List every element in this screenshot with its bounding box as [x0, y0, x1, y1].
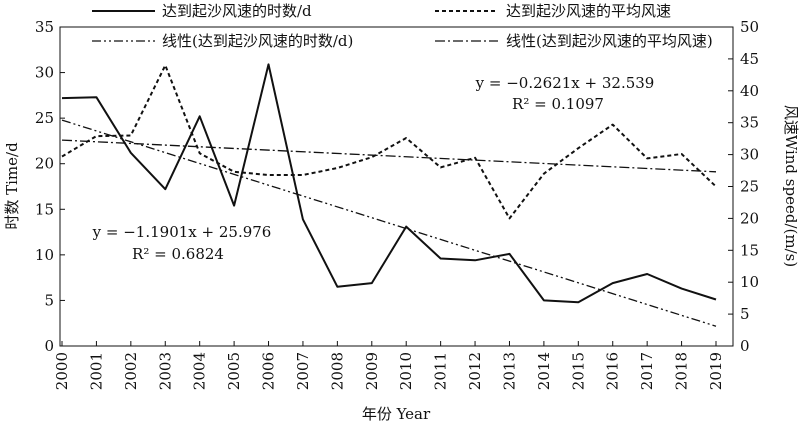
- hours-trend-equation: y = −1.1901x + 25.976: [92, 223, 272, 241]
- right-tick-label: 50: [740, 18, 759, 36]
- left-tick-label: 20: [35, 155, 54, 173]
- right-tick-label: 0: [740, 337, 750, 355]
- left-tick-label: 35: [35, 18, 54, 36]
- x-tick-label: 2017: [638, 352, 656, 390]
- x-tick-label: 2000: [53, 352, 71, 390]
- left-tick-label: 25: [35, 109, 54, 127]
- right-tick-label: 35: [740, 114, 759, 132]
- left-tick-label: 15: [35, 200, 54, 218]
- legend-label-hours-trend: 线性(达到起沙风速的时数/d): [162, 32, 353, 50]
- left-tick-label: 30: [35, 64, 54, 82]
- x-tick-label: 2015: [569, 352, 587, 390]
- right-tick-label: 15: [740, 241, 759, 259]
- left-axis-title: 时数 Time/d: [3, 142, 21, 230]
- x-tick-label: 2001: [87, 352, 105, 390]
- right-tick-label: 40: [740, 82, 759, 100]
- x-tick-label: 2016: [604, 352, 622, 390]
- right-axis-title: 风速Wind speed/(m/s): [782, 105, 800, 267]
- right-tick-label: 20: [740, 209, 759, 227]
- x-tick-label: 2019: [707, 352, 725, 390]
- right-tick-label: 10: [740, 273, 759, 291]
- x-tick-label: 2002: [122, 352, 140, 390]
- x-tick-label: 2008: [328, 352, 346, 390]
- speed-trend-r2: R² = 0.1097: [512, 95, 604, 113]
- left-tick-label: 5: [44, 291, 54, 309]
- x-tick-label: 2011: [432, 352, 450, 390]
- right-tick-label: 30: [740, 146, 759, 164]
- legend: 达到起沙风速的时数/d 达到起沙风速的平均风速 线性(达到起沙风速的时数/d) …: [92, 2, 713, 50]
- right-tick-label: 5: [740, 305, 750, 323]
- x-tick-label: 2004: [191, 352, 209, 390]
- x-tick-label: 2006: [260, 352, 278, 390]
- x-tick-label: 2009: [363, 352, 381, 390]
- chart: 达到起沙风速的时数/d 达到起沙风速的平均风速 线性(达到起沙风速的时数/d) …: [0, 0, 800, 427]
- x-tick-label: 2003: [156, 352, 174, 390]
- legend-label-speed: 达到起沙风速的平均风速: [506, 2, 671, 20]
- speed-trend-line: [62, 140, 716, 172]
- legend-label-hours: 达到起沙风速的时数/d: [162, 2, 312, 20]
- x-tick-label: 2013: [500, 352, 518, 390]
- x-tick-label: 2007: [294, 352, 312, 390]
- left-tick-label: 10: [35, 246, 54, 264]
- x-tick-label: 2012: [466, 352, 484, 390]
- legend-label-speed-trend: 线性(达到起沙风速的平均风速): [506, 32, 713, 50]
- x-tick-label: 2018: [673, 352, 691, 390]
- x-tick-label: 2014: [535, 352, 553, 390]
- x-tick-label: 2010: [397, 352, 415, 390]
- right-tick-label: 45: [740, 50, 759, 68]
- x-axis-title: 年份 Year: [362, 405, 431, 423]
- hours-trend-r2: R² = 0.6824: [132, 245, 224, 263]
- hours-series-line: [62, 64, 716, 302]
- x-axis-ticks: 2000 2001 2002 2003 2004 2005 2006 2007 2008 2009…: [53, 341, 725, 390]
- right-tick-label: 25: [740, 178, 759, 196]
- speed-trend-equation: y = −0.2621x + 32.539: [475, 74, 655, 92]
- x-tick-label: 2005: [225, 352, 243, 390]
- series-layer: [62, 64, 716, 326]
